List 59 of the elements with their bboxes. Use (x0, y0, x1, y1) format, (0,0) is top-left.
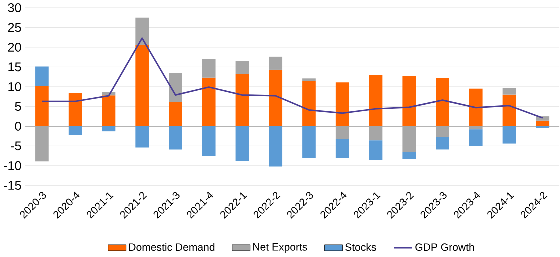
bar (169, 126, 182, 150)
bar (136, 18, 150, 46)
bar (102, 96, 116, 127)
y-tick-label: 20 (8, 43, 22, 52)
bar (36, 126, 49, 162)
bar (169, 102, 182, 127)
bar (169, 73, 182, 102)
bar (469, 126, 483, 130)
y-tick-label: 5 (15, 102, 22, 112)
y-tick-label: 15 (8, 62, 22, 72)
legend-label: GDP Growth (416, 243, 474, 252)
bar (436, 137, 450, 150)
bar (102, 126, 116, 132)
bar (136, 126, 150, 148)
bar (336, 140, 350, 158)
bar (469, 130, 483, 146)
bar (236, 74, 250, 127)
bar (202, 126, 216, 156)
bar (269, 70, 283, 127)
bar (336, 82, 350, 127)
bar (369, 140, 383, 160)
y-tick-label: 25 (8, 23, 22, 32)
bar (202, 59, 216, 78)
bar (402, 126, 416, 152)
bar (236, 61, 250, 74)
bar (469, 89, 483, 127)
legend-label: Stocks (346, 243, 376, 252)
bar (369, 75, 383, 127)
bar (402, 152, 416, 160)
bar (136, 46, 150, 127)
bar (36, 66, 49, 86)
bar (502, 126, 516, 144)
y-tick-label: -15 (4, 181, 22, 190)
bar (302, 78, 316, 82)
bar (36, 86, 49, 127)
bar (336, 126, 350, 140)
legend-label: Domestic Demand (130, 243, 215, 252)
bar (436, 126, 450, 138)
bar (269, 126, 283, 167)
bar (502, 94, 516, 127)
y-tick-label: 10 (8, 82, 22, 92)
y-tick-label: -5 (11, 142, 22, 151)
line-series (41, 38, 544, 119)
bar (436, 78, 450, 127)
bar (302, 126, 316, 158)
bar (536, 120, 550, 127)
bar (369, 126, 383, 141)
bar (68, 93, 82, 127)
bar (269, 57, 283, 70)
bar (68, 126, 82, 136)
bar (302, 81, 316, 127)
y-tick-label: 30 (8, 4, 22, 13)
y-tick-label: 0 (15, 122, 22, 131)
bar (236, 126, 250, 162)
bar (502, 88, 516, 95)
legend-label: Net Exports (254, 244, 308, 254)
bar (402, 76, 416, 127)
bar (202, 78, 216, 127)
y-tick-label: -10 (4, 162, 22, 170)
